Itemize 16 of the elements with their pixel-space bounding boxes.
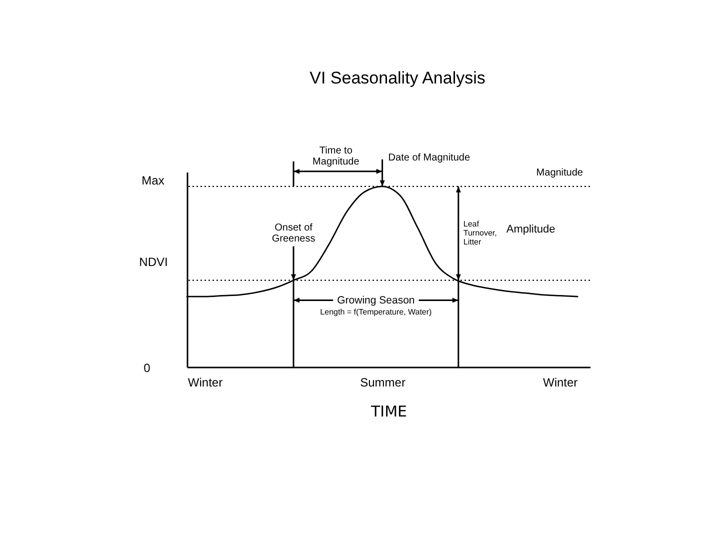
text: 0 — [144, 361, 151, 375]
text: Time to Magnitude — [312, 145, 360, 168]
x-tick-label: Summer — [360, 376, 406, 390]
annotation: Growing Season — [337, 294, 415, 306]
annotation: Leaf Turnover, Litter — [463, 219, 497, 246]
ref-line-label: Magnitude — [536, 167, 584, 178]
x-tick-label: Winter — [542, 376, 578, 390]
x-tick-label: Winter — [188, 376, 223, 390]
annotation: Amplitude — [506, 223, 556, 236]
annotation: Onset of Greeness — [272, 222, 316, 244]
annotation: Length = f(Temperature, Water) — [320, 307, 432, 316]
text: Date of Magnitude — [388, 152, 470, 164]
text: Max — [142, 173, 164, 188]
y-axis-title: NDVI — [139, 255, 168, 270]
x-axis-title: TIME — [370, 402, 408, 420]
chart-title: VI Seasonality Analysis — [310, 68, 486, 88]
